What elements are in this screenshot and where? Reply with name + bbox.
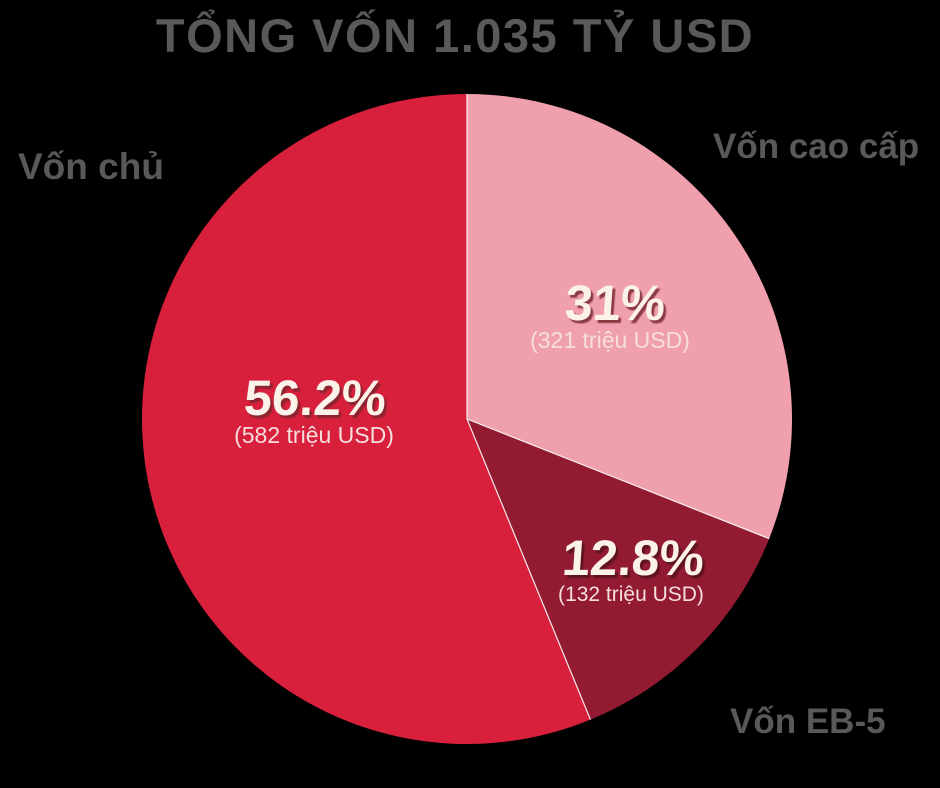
svg-text:12.8%: 12.8% bbox=[560, 530, 706, 586]
svg-text:(132 triệu USD): (132 triệu USD) bbox=[558, 583, 704, 606]
svg-text:(321 triệu USD): (321 triệu USD) bbox=[530, 327, 690, 353]
svg-text:31%: 31% bbox=[563, 275, 667, 331]
svg-text:(582 triệu USD): (582 triệu USD) bbox=[234, 422, 394, 448]
svg-text:56.2%: 56.2% bbox=[242, 370, 388, 426]
